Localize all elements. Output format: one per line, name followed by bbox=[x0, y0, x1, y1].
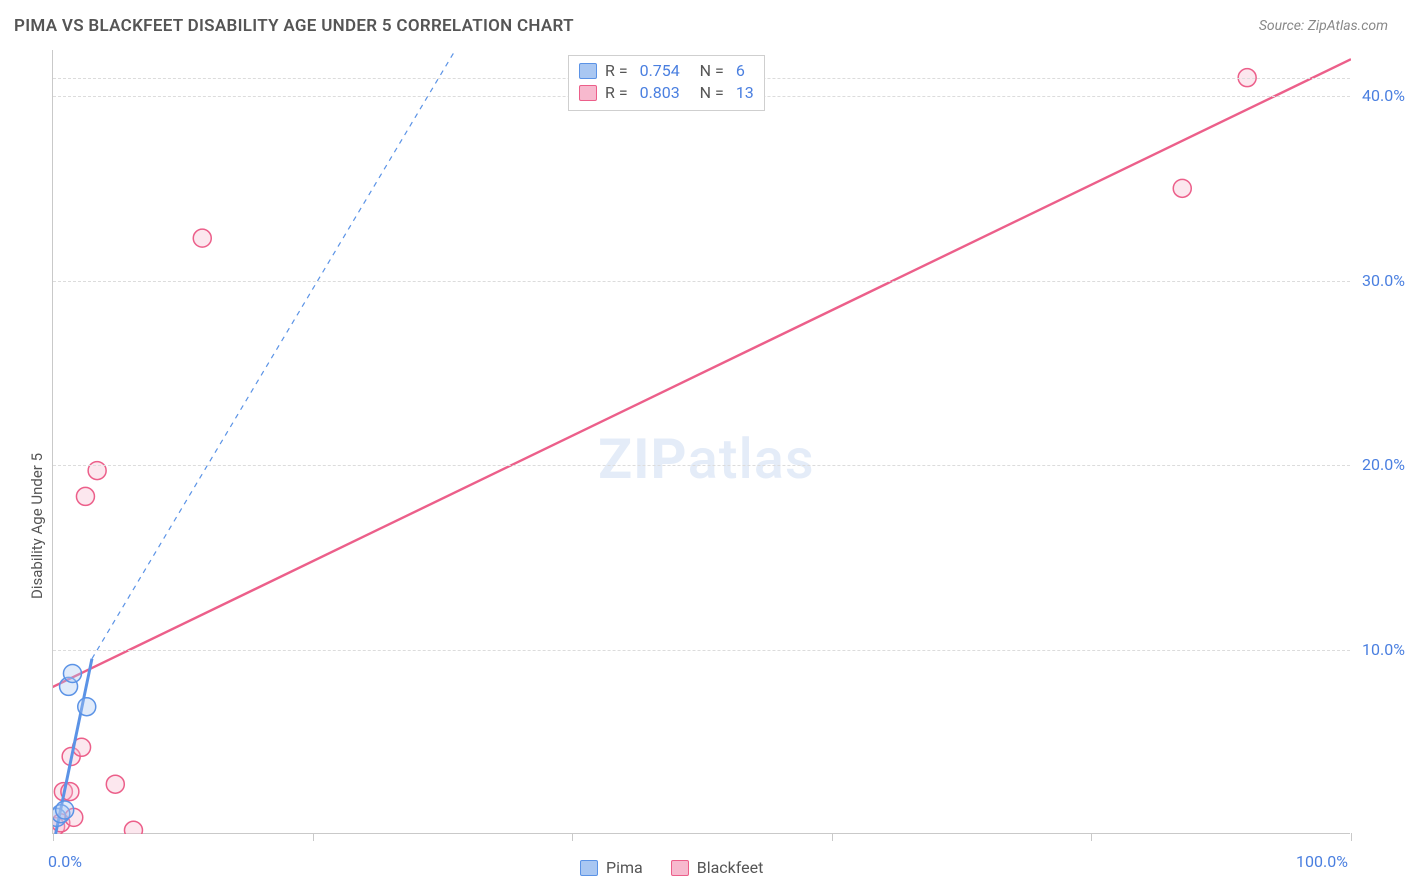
pima-swatch bbox=[579, 63, 597, 79]
x-tick bbox=[572, 833, 573, 841]
x-tick-label: 100.0% bbox=[1296, 852, 1348, 871]
gridline bbox=[53, 465, 1350, 466]
x-tick-label: 0.0% bbox=[48, 852, 82, 871]
pima-label: Pima bbox=[606, 858, 643, 877]
blackfeet-label: Blackfeet bbox=[697, 858, 764, 877]
x-tick bbox=[832, 833, 833, 841]
plot-area: ZIPatlas bbox=[52, 50, 1350, 834]
y-tick-label: 20.0% bbox=[1362, 455, 1405, 474]
gridline bbox=[53, 650, 1350, 651]
x-tick bbox=[313, 833, 314, 841]
blackfeet-swatch bbox=[671, 860, 689, 876]
gridline bbox=[53, 281, 1350, 282]
x-tick bbox=[53, 833, 54, 841]
legend-item-pima: Pima bbox=[580, 858, 643, 877]
pima-n-value: 6 bbox=[736, 60, 745, 82]
r-label: R = bbox=[605, 82, 632, 104]
legend-row-blackfeet: R = 0.803 N = 13 bbox=[579, 82, 754, 104]
chart-title: PIMA VS BLACKFEET DISABILITY AGE UNDER 5… bbox=[14, 16, 574, 36]
legend-item-blackfeet: Blackfeet bbox=[671, 858, 764, 877]
x-tick bbox=[1091, 833, 1092, 841]
blackfeet-r-value: 0.803 bbox=[640, 82, 680, 104]
r-label: R = bbox=[605, 60, 632, 82]
plot-svg bbox=[53, 50, 1351, 834]
pima-swatch bbox=[580, 860, 598, 876]
y-tick-label: 30.0% bbox=[1362, 271, 1405, 290]
n-label: N = bbox=[688, 60, 728, 82]
blackfeet-swatch bbox=[579, 85, 597, 101]
source-credit: Source: ZipAtlas.com bbox=[1259, 18, 1388, 34]
x-tick bbox=[1351, 833, 1352, 841]
y-tick-label: 10.0% bbox=[1362, 640, 1405, 659]
n-label: N = bbox=[688, 82, 728, 104]
legend-row-pima: R = 0.754 N = 6 bbox=[579, 60, 754, 82]
blackfeet-n-value: 13 bbox=[736, 82, 754, 104]
correlation-legend: R = 0.754 N = 6 R = 0.803 N = 13 bbox=[568, 55, 765, 111]
pima-r-value: 0.754 bbox=[640, 60, 680, 82]
y-tick-label: 40.0% bbox=[1362, 86, 1405, 105]
y-axis-label: Disability Age Under 5 bbox=[28, 453, 46, 599]
series-legend: Pima Blackfeet bbox=[580, 858, 763, 877]
